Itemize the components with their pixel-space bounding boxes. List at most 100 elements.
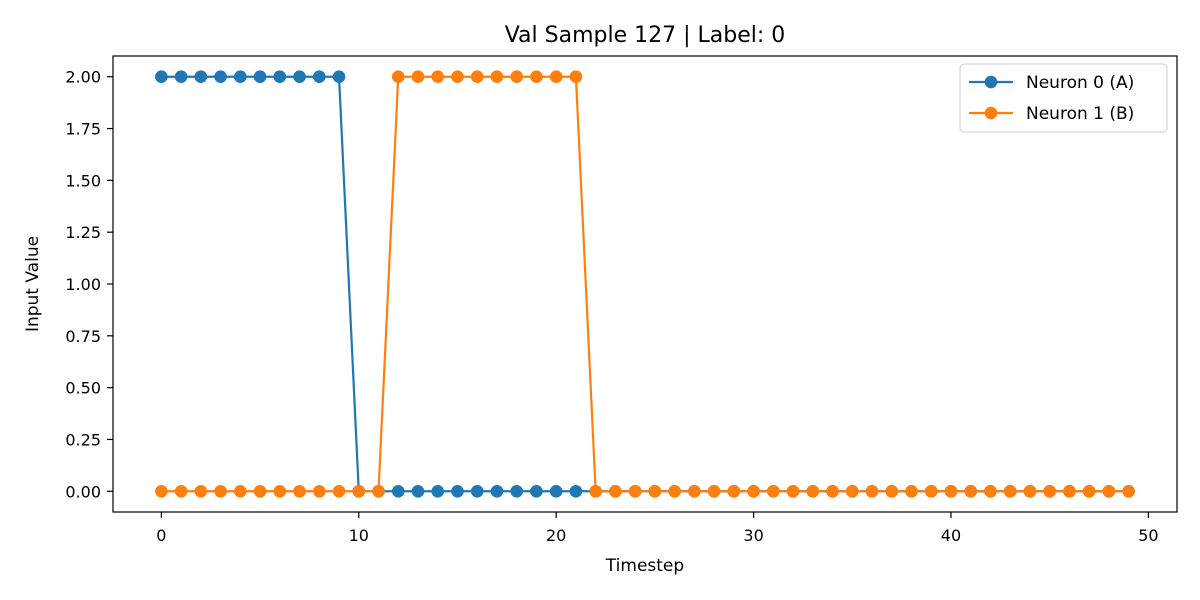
- data-point-neuron-1: [984, 484, 997, 498]
- chart-title: Val Sample 127 | Label: 0: [505, 23, 786, 48]
- y-axis-ticks: 0.00 0.25 0.50 0.75 1.00 1.25 1.50 1.75 2.00: [65, 68, 113, 501]
- data-point-neuron-1: [589, 484, 602, 498]
- data-point-neuron-1: [806, 484, 820, 498]
- data-point-neuron-1: [234, 484, 247, 498]
- data-point-neuron-1: [155, 484, 168, 498]
- data-point-neuron-1: [490, 70, 504, 84]
- data-point-neuron-1: [431, 70, 445, 84]
- y-tick-label: 1.25: [65, 223, 101, 242]
- data-point-neuron-1: [1102, 484, 1116, 498]
- data-point-neuron-1: [174, 484, 188, 498]
- legend-marker-neuron-1: [984, 106, 998, 120]
- data-point-neuron-1: [194, 484, 208, 498]
- data-point-neuron-1: [924, 484, 938, 498]
- data-point-neuron-0: [273, 70, 287, 84]
- data-point-neuron-1: [332, 484, 346, 498]
- data-point-neuron-0: [510, 484, 523, 498]
- data-point-neuron-1: [510, 70, 523, 84]
- series-line-neuron-0: [161, 75, 1129, 493]
- y-tick-label: 0.50: [65, 379, 101, 398]
- data-point-neuron-1: [451, 70, 464, 84]
- data-point-neuron-1: [767, 484, 780, 498]
- data-point-neuron-0: [194, 70, 208, 84]
- y-tick-label: 0.75: [65, 327, 101, 346]
- data-point-neuron-0: [253, 70, 267, 84]
- data-point-neuron-1: [273, 484, 287, 498]
- data-point-neuron-0: [234, 70, 247, 84]
- data-point-neuron-1: [1082, 484, 1096, 498]
- data-point-neuron-1: [530, 70, 543, 84]
- series-neuron-0: [155, 70, 1135, 498]
- data-point-neuron-1: [964, 484, 978, 498]
- series-layer: [155, 70, 1135, 498]
- data-point-neuron-1: [1063, 484, 1076, 498]
- data-point-neuron-0: [451, 484, 464, 498]
- x-tick-label: 20: [546, 526, 566, 545]
- data-point-neuron-0: [332, 70, 346, 84]
- data-point-neuron-1: [549, 70, 563, 84]
- y-tick-label: 2.00: [65, 68, 101, 87]
- data-point-neuron-1: [944, 484, 958, 498]
- data-point-neuron-1: [648, 484, 662, 498]
- data-point-neuron-1: [1023, 484, 1037, 498]
- data-point-neuron-1: [1122, 484, 1135, 498]
- data-point-neuron-1: [253, 484, 267, 498]
- y-tick-label: 0.00: [65, 482, 101, 501]
- legend-label-neuron-1: Neuron 1 (B): [1026, 104, 1134, 124]
- data-point-neuron-1: [826, 484, 839, 498]
- data-point-neuron-0: [214, 70, 227, 84]
- data-point-neuron-0: [293, 70, 306, 84]
- data-point-neuron-0: [490, 484, 504, 498]
- data-point-neuron-1: [727, 484, 741, 498]
- data-point-neuron-1: [628, 484, 642, 498]
- data-point-neuron-0: [431, 484, 445, 498]
- data-point-neuron-1: [214, 484, 227, 498]
- data-point-neuron-1: [786, 484, 800, 498]
- data-point-neuron-1: [905, 484, 918, 498]
- data-point-neuron-1: [688, 484, 701, 498]
- data-point-neuron-1: [352, 484, 366, 498]
- y-axis-label: Input Value: [23, 236, 43, 332]
- data-point-neuron-0: [155, 70, 168, 84]
- data-point-neuron-1: [865, 484, 879, 498]
- y-tick-label: 1.75: [65, 120, 101, 139]
- data-point-neuron-1: [845, 484, 859, 498]
- data-point-neuron-0: [549, 484, 563, 498]
- data-point-neuron-1: [470, 70, 484, 84]
- y-tick-label: 1.00: [65, 275, 101, 294]
- data-point-neuron-0: [530, 484, 543, 498]
- series-neuron-1: [155, 70, 1135, 498]
- data-point-neuron-0: [470, 484, 484, 498]
- legend-label-neuron-0: Neuron 0 (A): [1026, 73, 1134, 93]
- x-axis-label: Timestep: [605, 556, 684, 576]
- x-tick-label: 10: [349, 526, 369, 545]
- data-point-neuron-1: [707, 484, 721, 498]
- series-line-neuron-1: [161, 75, 1129, 493]
- data-point-neuron-1: [293, 484, 306, 498]
- data-point-neuron-0: [569, 484, 583, 498]
- data-point-neuron-1: [668, 484, 681, 498]
- data-point-neuron-1: [569, 70, 583, 84]
- x-axis-ticks: 0 10 20 30 40 50: [156, 512, 1159, 545]
- legend-marker-neuron-0: [984, 75, 998, 89]
- data-point-neuron-1: [1003, 484, 1017, 498]
- data-point-neuron-1: [747, 484, 760, 498]
- data-point-neuron-1: [885, 484, 899, 498]
- data-point-neuron-0: [312, 70, 326, 84]
- y-tick-label: 0.25: [65, 430, 101, 449]
- legend: Neuron 0 (A) Neuron 1 (B): [959, 63, 1168, 133]
- data-point-neuron-1: [391, 70, 405, 84]
- x-tick-label: 0: [156, 526, 166, 545]
- y-tick-label: 1.50: [65, 171, 101, 190]
- data-point-neuron-0: [174, 70, 188, 84]
- x-tick-label: 40: [941, 526, 961, 545]
- x-tick-label: 30: [743, 526, 763, 545]
- data-point-neuron-1: [372, 484, 385, 498]
- data-point-neuron-1: [312, 484, 326, 498]
- data-point-neuron-1: [411, 70, 425, 84]
- data-point-neuron-0: [391, 484, 405, 498]
- x-tick-label: 50: [1138, 526, 1158, 545]
- data-point-neuron-0: [411, 484, 425, 498]
- data-point-neuron-1: [1043, 484, 1056, 498]
